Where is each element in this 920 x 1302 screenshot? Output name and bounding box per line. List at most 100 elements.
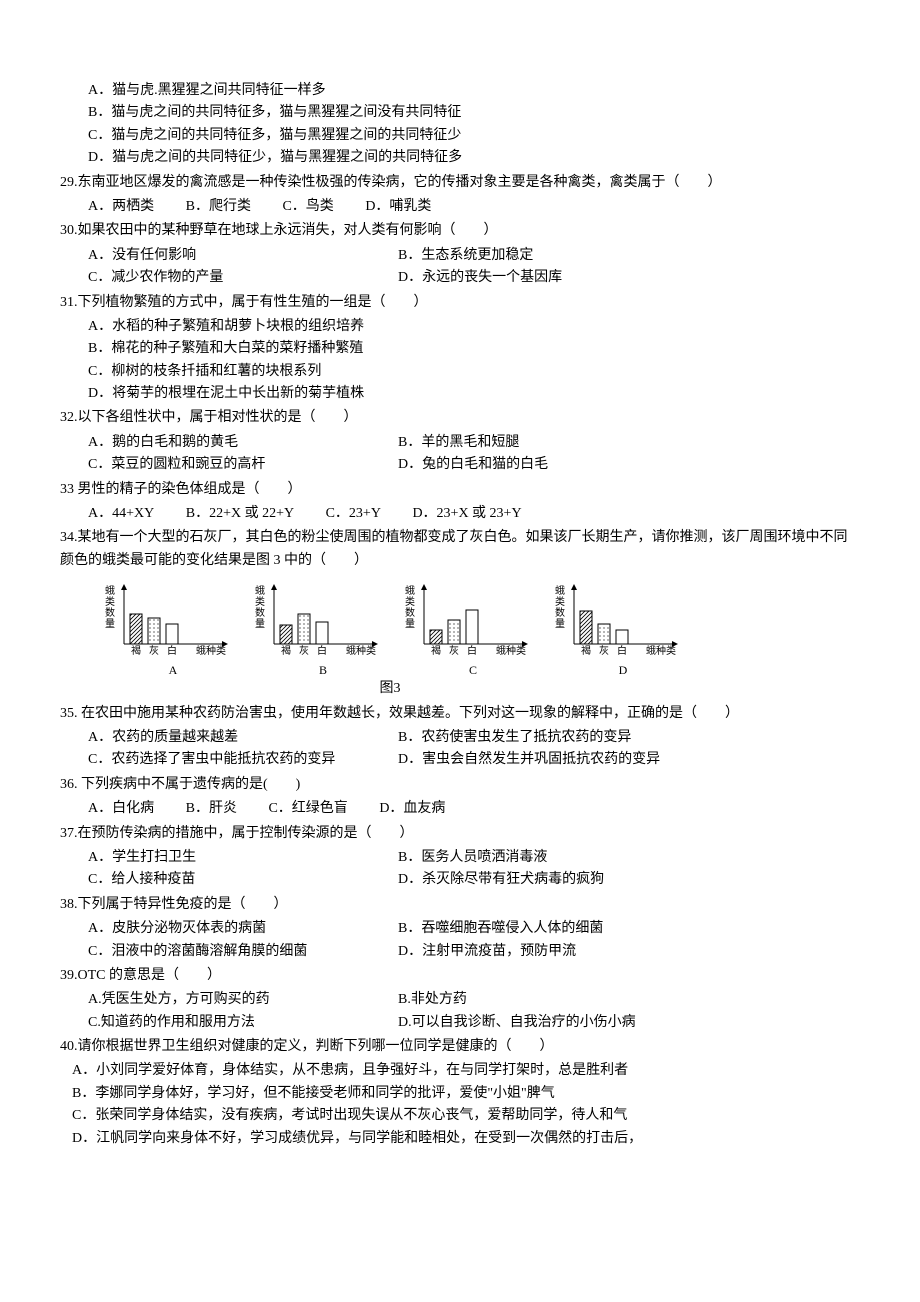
q39-opt-a: A.凭医生处方，方可购买的药 <box>88 989 398 1011</box>
svg-text:蛾: 蛾 <box>555 584 565 597</box>
svg-text:蛾: 蛾 <box>405 584 415 597</box>
q38-opt-d: D．注射甲流疫苗，预防甲流 <box>398 941 860 963</box>
q29-opt-d: D．哺乳类 <box>365 196 431 218</box>
svg-text:数: 数 <box>255 606 265 619</box>
svg-text:类: 类 <box>255 595 265 608</box>
svg-text:蛾: 蛾 <box>105 584 115 597</box>
figure-3-caption: 图3 <box>60 678 680 700</box>
chart-panel-A: 蛾类数量 褐灰白 蛾种类 A <box>100 582 230 678</box>
q40-opt-c: C．张荣同学身体结实，没有疾病，考试时出现失误从不灰心丧气，爱帮助同学，待人和气 <box>72 1105 860 1127</box>
q30-opt-d: D．永远的丧失一个基因库 <box>398 267 860 289</box>
q32-opt-a: A．鹅的白毛和鹅的黄毛 <box>88 432 398 454</box>
q40-opt-b: B．李娜同学身体好，学习好，但不能接受老师和同学的批评，爱使"小姐"脾气 <box>72 1083 860 1105</box>
svg-text:白: 白 <box>617 644 627 657</box>
q29-opt-a: A．两栖类 <box>88 196 154 218</box>
svg-text:量: 量 <box>405 618 415 630</box>
q33-opt-c: C．23+Y <box>326 503 381 525</box>
q33-options: A．44+XY B．22+X 或 22+Y C．23+Y D．23+X 或 23… <box>60 503 860 525</box>
chart-panel-C: 蛾类数量 褐灰白 蛾种类 C <box>400 582 530 678</box>
q36-opt-d: D．血友病 <box>379 798 445 820</box>
q31-opt-d: D．将菊芋的根埋在泥土中长出新的菊芋植株 <box>60 383 860 405</box>
svg-text:量: 量 <box>255 618 265 630</box>
svg-text:褐: 褐 <box>281 644 291 657</box>
svg-text:数: 数 <box>555 606 565 619</box>
svg-text:类: 类 <box>555 595 565 608</box>
q30-opt-b: B．生态系统更加稳定 <box>398 245 860 267</box>
q30-stem: 30.如果农田中的某种野草在地球上永远消失，对人类有何影响（ ） <box>60 220 860 242</box>
q35-opt-a: A．农药的质量越来越差 <box>88 727 398 749</box>
chart-panel-B: 蛾类数量 褐灰白 蛾种类 B <box>250 582 380 678</box>
svg-text:蛾: 蛾 <box>255 584 265 597</box>
q38-options: A．皮肤分泌物灭体表的病菌B．吞噬细胞吞噬侵入人体的细菌 C．泪液中的溶菌酶溶解… <box>60 918 860 963</box>
svg-text:D: D <box>619 663 628 677</box>
svg-text:量: 量 <box>105 618 115 630</box>
q37-opt-c: C．给人接种疫苗 <box>88 869 398 891</box>
q29-options: A．两栖类 B．爬行类 C．鸟类 D．哺乳类 <box>60 196 860 218</box>
q38-stem: 38.下列属于特异性免疫的是（ ） <box>60 894 860 916</box>
q38-opt-a: A．皮肤分泌物灭体表的病菌 <box>88 918 398 940</box>
q32-opt-d: D．兔的白毛和猫的白毛 <box>398 454 860 476</box>
q33-opt-b: B．22+X 或 22+Y <box>186 503 294 525</box>
q28-opt-a: A．猫与虎.黑猩猩之间共同特征一样多 <box>60 80 860 102</box>
q33-opt-d: D．23+X 或 23+Y <box>412 503 521 525</box>
q38-opt-b: B．吞噬细胞吞噬侵入人体的细菌 <box>398 918 860 940</box>
svg-text:褐: 褐 <box>131 644 141 657</box>
q40-opt-d: D．江帆同学向来身体不好，学习成绩优异，与同学能和睦相处，在受到一次偶然的打击后… <box>72 1128 860 1150</box>
svg-text:灰: 灰 <box>299 644 309 657</box>
q31-opt-b: B．棉花的种子繁殖和大白菜的菜籽播种繁殖 <box>60 338 860 360</box>
q30-opt-c: C．减少农作物的产量 <box>88 267 398 289</box>
q31-stem: 31.下列植物繁殖的方式中，属于有性生殖的一组是（ ） <box>60 292 860 314</box>
q35-opt-d: D．害虫会自然发生并巩固抵抗农药的变异 <box>398 749 860 771</box>
q35-options: A．农药的质量越来越差B．农药使害虫发生了抵抗农药的变异 C．农药选择了害虫中能… <box>60 727 860 772</box>
svg-text:灰: 灰 <box>449 644 459 657</box>
q32-stem: 32.以下各组性状中，属于相对性状的是（ ） <box>60 407 860 429</box>
q37-opt-b: B．医务人员喷洒消毒液 <box>398 847 860 869</box>
svg-text:量: 量 <box>555 618 565 630</box>
q28-opt-c: C．猫与虎之间的共同特征多，猫与黑猩猩之间的共同特征少 <box>60 125 860 147</box>
q36-options: A．白化病 B．肝炎 C．红绿色盲 D．血友病 <box>60 798 860 820</box>
q28-opt-b: B．猫与虎之间的共同特征多，猫与黑猩猩之间没有共同特征 <box>60 102 860 124</box>
q29-opt-c: C．鸟类 <box>282 196 333 218</box>
q29-stem: 29.东南亚地区爆发的禽流感是一种传染性极强的传染病，它的传播对象主要是各种禽类… <box>60 172 860 194</box>
q28-opt-d: D．猫与虎之间的共同特征少，猫与黑猩猩之间的共同特征多 <box>60 147 860 169</box>
q34-stem: 34.某地有一个大型的石灰厂，其白色的粉尘使周围的植物都变成了灰白色。如果该厂长… <box>60 527 860 572</box>
svg-text:蛾种类: 蛾种类 <box>346 644 376 657</box>
svg-text:蛾种类: 蛾种类 <box>496 644 526 657</box>
q36-opt-c: C．红绿色盲 <box>268 798 347 820</box>
svg-text:类: 类 <box>105 595 115 608</box>
svg-text:蛾种类: 蛾种类 <box>196 644 226 657</box>
q37-opt-d: D．杀灭除尽带有狂犬病毒的疯狗 <box>398 869 860 891</box>
q35-opt-c: C．农药选择了害虫中能抵抗农药的变异 <box>88 749 398 771</box>
q40-opt-a: A．小刘同学爱好体育，身体结实，从不患病，且争强好斗，在与同学打架时，总是胜利者 <box>72 1060 860 1082</box>
svg-text:C: C <box>469 663 477 677</box>
q36-stem: 36. 下列疾病中不属于遗传病的是( ) <box>60 774 860 796</box>
svg-text:数: 数 <box>405 606 415 619</box>
q32-options: A．鹅的白毛和鹅的黄毛B．羊的黑毛和短腿 C．菜豆的圆粒和豌豆的高杆D．兔的白毛… <box>60 432 860 477</box>
q39-opt-d: D.可以自我诊断、自我治疗的小伤小病 <box>398 1012 860 1034</box>
svg-text:白: 白 <box>317 644 327 657</box>
q37-opt-a: A．学生打扫卫生 <box>88 847 398 869</box>
svg-text:灰: 灰 <box>149 644 159 657</box>
svg-text:白: 白 <box>467 644 477 657</box>
q36-opt-b: B．肝炎 <box>186 798 237 820</box>
svg-text:白: 白 <box>167 644 177 657</box>
q28-options: A．猫与虎.黑猩猩之间共同特征一样多 B．猫与虎之间的共同特征多，猫与黑猩猩之间… <box>60 80 860 170</box>
q31-opt-c: C．柳树的枝条扦插和红薯的块根系列 <box>60 361 860 383</box>
svg-text:褐: 褐 <box>431 644 441 657</box>
q33-opt-a: A．44+XY <box>88 503 154 525</box>
q31-options: A．水稻的种子繁殖和胡萝卜块根的组织培养 B．棉花的种子繁殖和大白菜的菜籽播种繁… <box>60 316 860 406</box>
q37-stem: 37.在预防传染病的措施中，属于控制传染源的是（ ） <box>60 823 860 845</box>
q33-stem: 33 男性的精子的染色体组成是（ ） <box>60 479 860 501</box>
svg-text:数: 数 <box>105 606 115 619</box>
q39-stem: 39.OTC 的意思是（ ） <box>60 965 860 987</box>
svg-text:灰: 灰 <box>599 644 609 657</box>
q40-stem: 40.请你根据世界卫生组织对健康的定义，判断下列哪一位同学是健康的（ ） <box>60 1036 860 1058</box>
q40-options: A．小刘同学爱好体育，身体结实，从不患病，且争强好斗，在与同学打架时，总是胜利者… <box>60 1060 860 1150</box>
q35-opt-b: B．农药使害虫发生了抵抗农药的变异 <box>398 727 860 749</box>
q38-opt-c: C．泪液中的溶菌酶溶解角膜的细菌 <box>88 941 398 963</box>
q32-opt-c: C．菜豆的圆粒和豌豆的高杆 <box>88 454 398 476</box>
q30-opt-a: A．没有任何影响 <box>88 245 398 267</box>
q35-stem: 35. 在农田中施用某种农药防治害虫，使用年数越长，效果越差。下列对这一现象的解… <box>60 703 860 725</box>
svg-text:褐: 褐 <box>581 644 591 657</box>
q31-opt-a: A．水稻的种子繁殖和胡萝卜块根的组织培养 <box>60 316 860 338</box>
